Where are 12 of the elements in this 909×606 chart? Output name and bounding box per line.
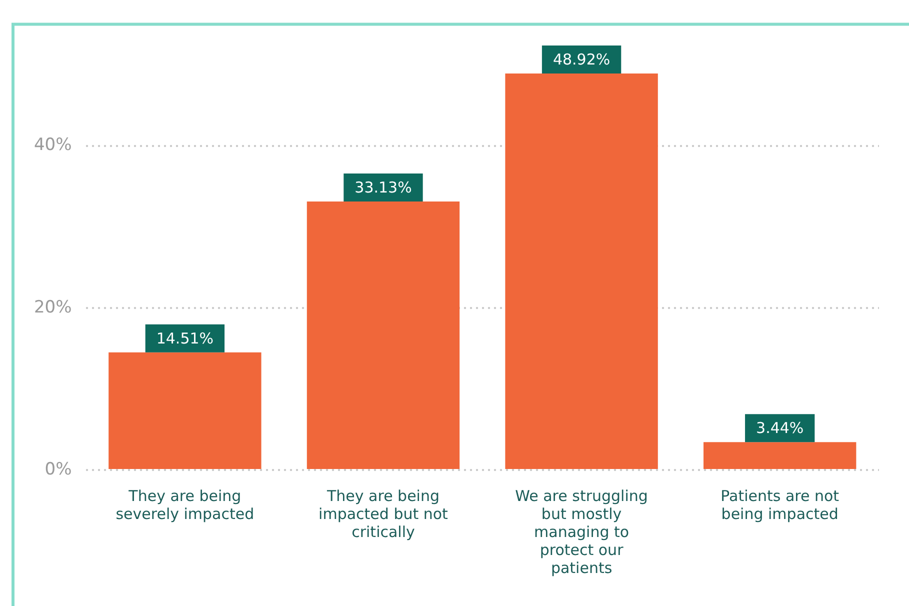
data-label: 33.13% bbox=[354, 178, 412, 196]
bar bbox=[704, 442, 856, 469]
x-tick-label: Patients are not being impacted bbox=[720, 486, 840, 523]
data-label: 48.92% bbox=[552, 50, 610, 68]
x-tick-label: We are struggling but mostly managing to protect our patients bbox=[515, 486, 648, 577]
x-tick-label: They are being severely impacted bbox=[116, 486, 254, 523]
data-label: 3.44% bbox=[756, 419, 804, 438]
data-label: 14.51% bbox=[156, 329, 214, 348]
x-tick-label: They are being impacted but not critically bbox=[318, 486, 448, 541]
y-tick-label: 20% bbox=[34, 297, 72, 318]
y-tick-label: 0% bbox=[44, 459, 72, 480]
y-tick-label: 40% bbox=[34, 135, 72, 156]
